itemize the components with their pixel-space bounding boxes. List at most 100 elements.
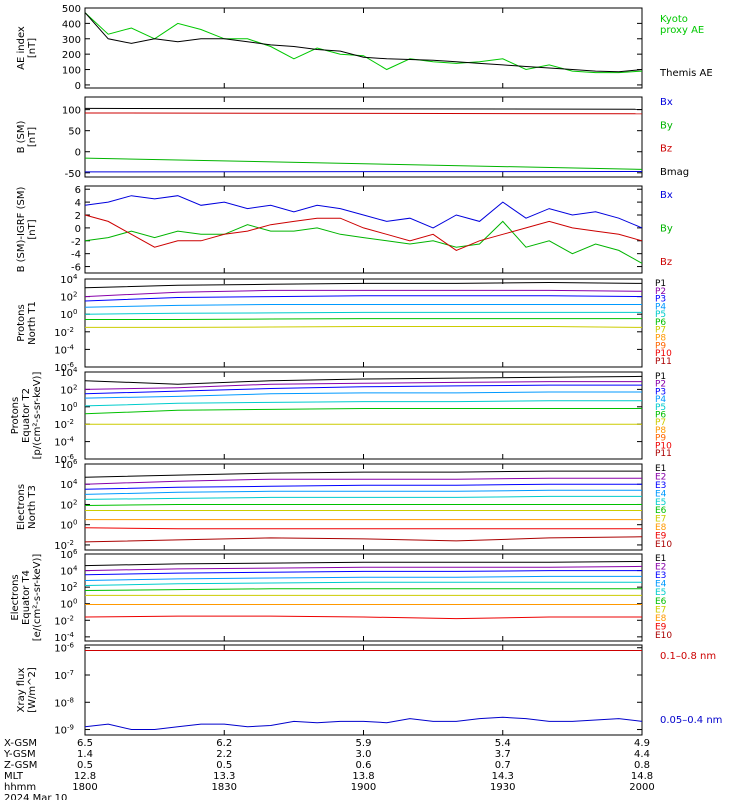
protons_t2-ylabel: [p/(cm²-s-sr-keV)]: [32, 372, 43, 460]
electrons_t3-series-e6: [84, 504, 642, 506]
electrons_t4-series-e2: [84, 565, 643, 572]
protons_t1-ytick-label: 104: [60, 273, 78, 286]
protons_t1-legend-p10: P10: [655, 349, 672, 359]
electrons_t4-series-e1: [84, 561, 643, 567]
electrons_t4-ytick-label: 100: [60, 598, 77, 611]
protons_t2-legend-p7: P7: [655, 418, 666, 428]
axis-row-value: 5.9: [356, 738, 372, 749]
protons_t1-legend-p8: P8: [655, 334, 666, 344]
electrons_t3-ytick-label: 106: [60, 458, 78, 471]
protons_t2-legend-p11: P11: [655, 449, 672, 459]
axis-row-value: 14.3: [492, 771, 514, 782]
ae-ylabel: [nT]: [27, 38, 38, 58]
protons_t2-ylabel: Protons: [10, 397, 21, 434]
b_sm-legend-by: By: [660, 120, 673, 131]
protons_t2-series-p6: [84, 408, 642, 415]
ae-ytick-label: 200: [62, 50, 81, 61]
electrons_t3-legend-e7: E7: [655, 515, 666, 525]
xray-legend-0-05-0-4-nm: 0.05–0.4 nm: [660, 715, 722, 726]
ae-ytick-label: 400: [62, 19, 81, 30]
electrons_t3-legend-e8: E8: [655, 523, 667, 533]
b_igrf-ytick-label: 4: [75, 198, 81, 209]
b_sm-ytick-label: 0: [75, 148, 81, 159]
electrons_t3-ytick-label: 102: [60, 498, 77, 511]
electrons_t4-ylabel: [e/(cm²-s-sr-keV)]: [32, 554, 43, 642]
axis-row-value: 0.5: [216, 760, 232, 771]
b_igrf-series-by: [84, 220, 643, 264]
protons_t2-series-p4: [84, 391, 642, 399]
electrons_t3-series-e5: [84, 495, 642, 500]
protons_t2-legend-p9: P9: [655, 434, 666, 444]
protons_t1-ytick-label: 100: [60, 308, 77, 321]
protons_t2-legend-p6: P6: [655, 410, 666, 420]
axis-row-value: 1830: [212, 782, 237, 793]
electrons_t3-ylabel: Electrons: [16, 484, 27, 530]
b_sm-series-bmag: [84, 107, 643, 110]
protons_t2-series-p2: [84, 381, 642, 390]
protons_t2-ylabel: Equator T2: [21, 388, 32, 443]
b_sm-ylabel: [nT]: [27, 127, 38, 147]
axis-row-value: 4.9: [634, 738, 650, 749]
axis-row-value: 0.7: [495, 760, 511, 771]
electrons_t4-ylabel: Equator T4: [21, 570, 32, 625]
electrons_t4-legend-e6: E6: [655, 597, 667, 607]
protons_t2-legend-p4: P4: [655, 395, 666, 405]
axis-row-value: 1930: [490, 782, 515, 793]
axis-row-value: 13.8: [352, 771, 374, 782]
electrons_t3-legend-e2: E2: [655, 472, 666, 482]
protons_t2-legend-p5: P5: [655, 403, 666, 413]
axis-row-value: 14.8: [631, 771, 653, 782]
protons_t1-ytick-label: 10-4: [54, 343, 74, 356]
axis-row-value: 5.4: [495, 738, 511, 749]
protons_t1-legend-p9: P9: [655, 341, 666, 351]
b_sm-legend-bmag: Bmag: [660, 167, 689, 178]
ae-ylabel: AE index: [16, 26, 27, 70]
electrons_t3-legend-e6: E6: [655, 506, 667, 516]
protons_t2-ytick-label: 10-4: [54, 436, 74, 449]
protons_t1-legend-p3: P3: [655, 295, 666, 305]
protons_t1-series-p7: [85, 326, 643, 328]
protons_t1-legend-p7: P7: [655, 326, 666, 336]
ae-ytick-label: 0: [75, 81, 81, 92]
protons_t1-legend-p5: P5: [655, 310, 666, 320]
axis-row-label: X-GSM: [4, 738, 37, 749]
xray-ylabel: [W/m^2]: [27, 667, 38, 713]
electrons_t4-legend-e5: E5: [655, 588, 666, 598]
axis-row-value: 1800: [72, 782, 97, 793]
protons_t2-ytick-label: 104: [60, 366, 78, 379]
electrons_t3-legend-e4: E4: [655, 489, 667, 499]
electrons_t3-legend-e10: E10: [655, 540, 672, 550]
electrons_t4-legend-e3: E3: [655, 571, 666, 581]
axis-row-value: 13.3: [213, 771, 235, 782]
ae-ytick-label: 300: [62, 35, 81, 46]
protons_t1-legend-p1: P1: [655, 279, 666, 289]
electrons_t4-series-e5: [84, 581, 642, 586]
b_sm-legend-bz: Bz: [660, 144, 672, 155]
electrons_t3-legend-e3: E3: [655, 481, 666, 491]
electrons_t4-legend-e10: E10: [655, 631, 672, 641]
b_igrf-ylabel: B (SM)-IGRF (SM): [16, 187, 27, 273]
electrons_t3-ytick-label: 10-2: [54, 539, 74, 552]
electrons_t4-legend-e4: E4: [655, 580, 667, 590]
electrons_t3-legend-e1: E1: [655, 464, 666, 474]
ae-legend-kyoto-proxy-ae: proxy AE: [660, 25, 704, 36]
electrons_t4-legend-e9: E9: [655, 622, 667, 632]
ae-frame: [84, 7, 643, 89]
protons_t2-ytick-label: 10-2: [54, 418, 74, 431]
protons_t2-ytick-label: 10-6: [54, 453, 74, 466]
b_sm-legend-bx: Bx: [660, 97, 673, 108]
electrons_t4-ytick-label: 102: [60, 581, 77, 594]
protons_t1-ylabel: Protons: [16, 304, 27, 341]
axis-row-value: 2000: [629, 782, 654, 793]
xray-ylabel: Xray flux: [16, 668, 27, 713]
axis-row-value: 6.5: [77, 738, 93, 749]
protons_t2-legend-p8: P8: [655, 426, 666, 436]
electrons_t3-series-e3: [84, 483, 642, 490]
b_sm-ytick-label: -50: [65, 169, 81, 180]
axis-row-value: 2.2: [216, 749, 232, 760]
xray-ytick-label: 10-6: [54, 642, 74, 655]
b_igrf-series-bx: [84, 195, 643, 229]
protons_t1-legend-p11: P11: [655, 357, 672, 367]
electrons_t4-legend-e1: E1: [655, 554, 666, 564]
